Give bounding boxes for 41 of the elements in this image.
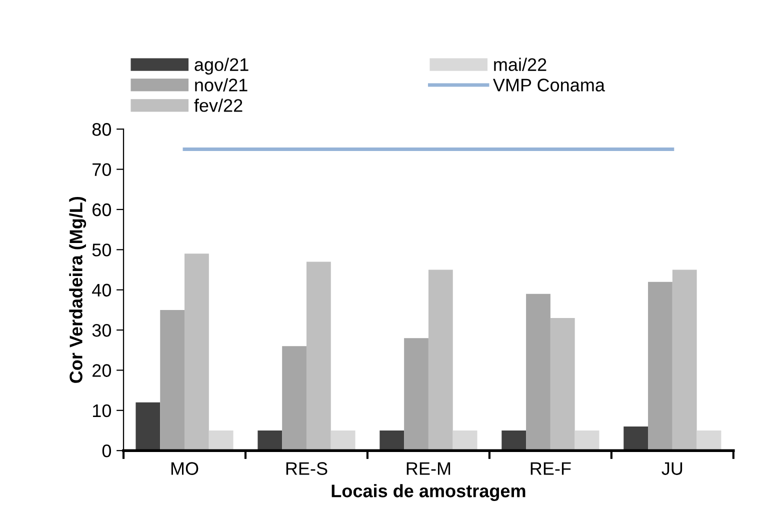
bar	[672, 270, 697, 451]
bar	[550, 318, 575, 451]
bar	[380, 430, 404, 451]
y-tick-label: 50	[92, 244, 112, 256]
bar	[696, 430, 722, 451]
x-axis-title: Locais de amostragem	[332, 484, 526, 501]
bar	[282, 346, 306, 451]
y-tick-label: 0	[102, 444, 112, 458]
bar	[428, 270, 453, 451]
bar	[648, 282, 672, 451]
y-tick-label: 40	[92, 284, 112, 297]
x-tick-label: RE-M	[406, 462, 450, 475]
y-tick-label: 20	[92, 364, 112, 377]
legend-label: mai/22	[494, 58, 546, 72]
bar	[330, 430, 356, 451]
x-tick-label: MO	[171, 462, 198, 475]
bar	[160, 310, 185, 451]
bar	[136, 402, 160, 451]
legend-label: fev/22	[194, 98, 242, 112]
bar	[624, 426, 648, 451]
legend-label: VMP Conama	[492, 78, 605, 92]
y-tick-label: 30	[92, 324, 112, 337]
bar	[258, 430, 282, 451]
x-tick-label: RE-S	[286, 462, 328, 475]
y-tick-label: 60	[92, 203, 112, 216]
bar	[208, 430, 234, 451]
legend-label: ago/21	[194, 58, 248, 75]
bar	[502, 430, 526, 451]
y-tick-label: 80	[92, 123, 112, 136]
bar	[526, 294, 550, 451]
x-tick-label: RE-F	[530, 462, 571, 475]
y-tick-label: 10	[93, 404, 112, 418]
bar	[574, 430, 600, 451]
bar	[184, 254, 209, 451]
y-tick-label: 70	[92, 163, 112, 176]
legend-label: nov/21	[195, 78, 248, 92]
bar	[404, 338, 428, 451]
bar	[452, 430, 478, 451]
y-axis-title: Cor Verdadeira (Mg/L)	[69, 196, 86, 383]
x-tick-label: JU	[662, 462, 682, 475]
bar	[306, 262, 331, 451]
